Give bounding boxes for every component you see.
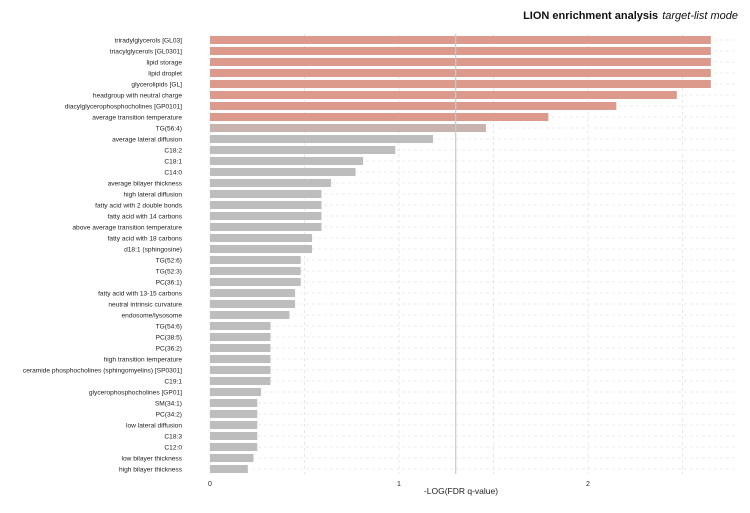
bar (210, 366, 271, 374)
x-tick-label: 1 (397, 481, 401, 488)
bar (210, 135, 434, 143)
category-label: lipid droplet (148, 70, 182, 77)
category-label: C12:0 (164, 444, 182, 451)
bar-layer (210, 36, 711, 473)
bar (210, 311, 290, 319)
bar (210, 234, 313, 242)
category-label: TG(52:6) (156, 257, 182, 264)
bar (210, 322, 271, 330)
category-label: triradylglycerols [GL03] (115, 37, 183, 44)
bar (210, 300, 296, 308)
bar (210, 399, 258, 407)
bar (210, 443, 258, 451)
bar (210, 124, 486, 132)
category-label: low bilayer thickness (122, 455, 183, 462)
category-label: C18:2 (164, 147, 182, 154)
category-label: fatty acid with 18 carbons (108, 235, 183, 242)
bar (210, 278, 301, 286)
chart-title-subtitle: target-list mode (662, 10, 738, 22)
bar (210, 80, 711, 88)
bar (210, 36, 711, 44)
x-tick-label: 2 (586, 481, 590, 488)
bar (210, 69, 711, 77)
category-label: high lateral diffusion (123, 191, 182, 198)
bar (210, 355, 271, 363)
bar (210, 432, 258, 440)
category-label: d18:1 (sphingosine) (124, 246, 182, 253)
tick-layer: 0 1 2 (208, 481, 590, 488)
x-axis-title: -LOG(FDR q-value) (424, 486, 498, 496)
bar (210, 410, 258, 418)
bar (210, 157, 364, 165)
bar (210, 344, 271, 352)
bar (210, 168, 356, 176)
bar (210, 256, 301, 264)
category-label: average lateral diffusion (112, 136, 182, 143)
chart-title-main: LION enrichment analysis (523, 10, 658, 22)
bar (210, 421, 258, 429)
category-label: TG(56:4) (156, 125, 182, 132)
category-label: average bilayer thickness (108, 180, 183, 187)
bar (210, 377, 271, 385)
category-label: SM(34:1) (155, 400, 182, 407)
category-label: headgroup with neutral charge (93, 92, 182, 99)
x-tick-label: 0 (208, 481, 212, 488)
category-label: neutral intrinsic curvature (108, 301, 182, 308)
category-label: lipid storage (146, 59, 182, 66)
category-label: C18:3 (164, 433, 182, 440)
bar (210, 454, 254, 462)
category-label: low lateral diffusion (126, 422, 182, 429)
category-label: diacylglycerophosphocholines [GP0101] (65, 103, 182, 110)
bar (210, 190, 322, 198)
bar (210, 223, 322, 231)
category-label: C14:0 (164, 169, 182, 176)
category-label: ceramide phosphocholines (sphingomyelins… (23, 367, 182, 374)
bar (210, 179, 331, 187)
category-label: TG(52:3) (156, 268, 182, 275)
category-label: PC(38:5) (156, 334, 182, 341)
category-label: above average transition temperature (72, 224, 182, 231)
category-label: fatty acid with 2 double bonds (95, 202, 183, 209)
bar (210, 102, 617, 110)
category-label: PC(34:2) (156, 411, 182, 418)
bar (210, 289, 296, 297)
bar (210, 113, 549, 121)
bar (210, 388, 262, 396)
category-label: average transition temperature (92, 114, 182, 121)
category-label: high transition temperature (104, 356, 183, 363)
grid-layer (209, 34, 738, 474)
bar (210, 267, 301, 275)
category-label: C18:1 (164, 158, 182, 165)
category-label: endosome/lysosome (122, 312, 183, 319)
category-label: glycerolipids [GL] (131, 81, 182, 88)
bar (210, 201, 322, 209)
category-label: fatty acid with 14 carbons (108, 213, 183, 220)
category-label: glycerophosphocholines [GP01] (89, 389, 182, 396)
category-label: triacylglycerols [GL0301] (110, 48, 182, 55)
label-layer: triradylglycerols [GL03] triacylglycerols… (23, 37, 183, 473)
category-label: fatty acid with 13-15 carbons (98, 290, 183, 297)
category-label: TG(54:6) (156, 323, 182, 330)
category-label: high bilayer thickness (119, 466, 183, 473)
bar (210, 333, 271, 341)
bar (210, 91, 677, 99)
category-label: C19:1 (164, 378, 182, 385)
bar (210, 245, 313, 253)
bar (210, 47, 711, 55)
chart-title: LION enrichment analysis target-list mode (523, 10, 738, 22)
bar (210, 212, 322, 220)
bar (210, 58, 711, 66)
bar (210, 465, 248, 473)
category-label: PC(36:2) (156, 345, 182, 352)
bar (210, 146, 396, 154)
category-label: PC(36:1) (156, 279, 182, 286)
